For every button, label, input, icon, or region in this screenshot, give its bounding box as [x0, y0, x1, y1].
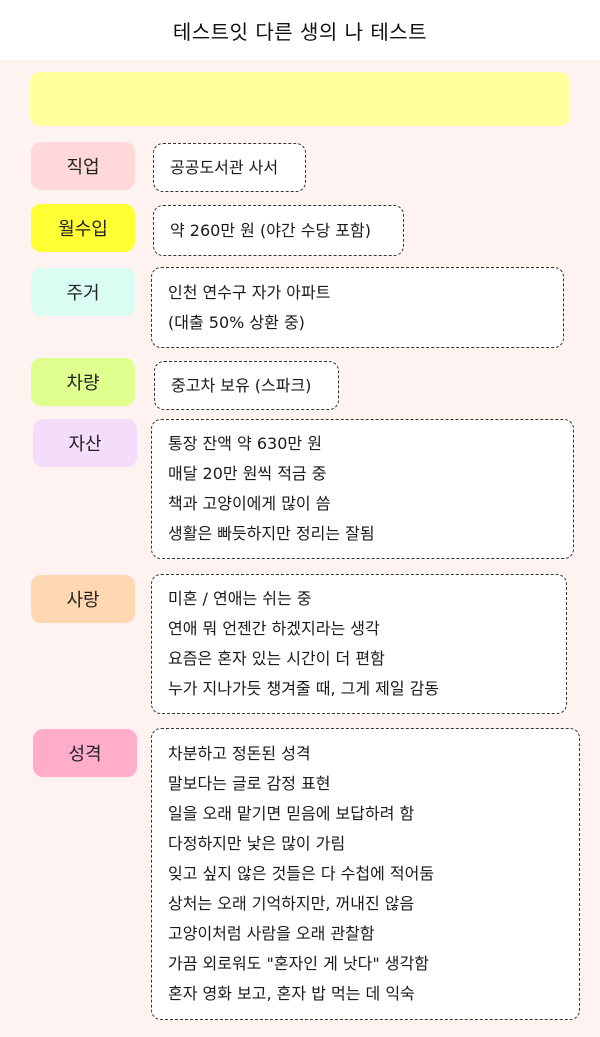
love-line-4: 누가 지나가듯 챙겨줄 때, 그게 제일 감동 [168, 679, 440, 698]
love-line-1: 미혼 / 연애는 쉬는 중 [168, 589, 312, 608]
assets-line-4: 생활은 빠듯하지만 정리는 잘됨 [168, 524, 375, 543]
personality-line-2: 말보다는 글로 감정 표현 [168, 774, 331, 793]
label-personality: 성격 [33, 729, 137, 777]
vehicle-line: 중고차 보유 (스파크) [171, 375, 312, 395]
assets-line-2: 매달 20만 원씩 적금 중 [168, 464, 327, 483]
value-box-housing: 인천 연수구 자가 아파트 (대출 50% 상환 중) [151, 267, 564, 348]
personality-line-6: 상처는 오래 기억하지만, 꺼내진 않음 [168, 894, 415, 913]
personality-line-5: 잊고 싶지 않은 것들은 다 수첩에 적어둠 [168, 864, 435, 883]
assets-line-1: 통장 잔액 약 630만 원 [168, 434, 322, 453]
job-line: 공공도서관 사서 [170, 157, 279, 177]
personality-line-1: 차분하고 정돈된 성격 [168, 744, 311, 763]
label-job: 직업 [31, 142, 135, 190]
personality-line-7: 고양이처럼 사람을 오래 관찰함 [168, 924, 375, 943]
label-vehicle: 차량 [31, 358, 135, 406]
housing-line-2: (대출 50% 상환 중) [168, 312, 305, 332]
personality-line-3: 일을 오래 맡기면 믿음에 보답하려 함 [168, 804, 415, 823]
love-line-3: 요즘은 혼자 있는 시간이 더 편함 [168, 649, 385, 668]
page-title: 테스트잇 다른 생의 나 테스트 [172, 19, 428, 44]
value-box-vehicle: 중고차 보유 (스파크) [154, 361, 339, 410]
personality-line-8: 가끔 외로워도 "혼자인 게 낫다" 생각함 [168, 954, 429, 973]
highlight-banner [30, 72, 570, 126]
label-income: 월수입 [31, 204, 135, 252]
result-content: 직업 공공도서관 사서 월수입 약 260만 원 (야간 수당 포함) 주거 인… [0, 60, 600, 1037]
value-box-love: 미혼 / 연애는 쉬는 중 연애 뭐 언젠간 하겠지라는 생각 요즘은 혼자 있… [151, 574, 567, 714]
page-header: 테스트잇 다른 생의 나 테스트 [0, 0, 600, 60]
label-housing: 주거 [31, 268, 135, 316]
value-box-job: 공공도서관 사서 [153, 143, 306, 192]
value-box-assets: 통장 잔액 약 630만 원 매달 20만 원씩 적금 중 책과 고양이에게 많… [151, 419, 574, 559]
love-line-2: 연애 뭐 언젠간 하겠지라는 생각 [168, 619, 380, 638]
personality-line-9: 혼자 영화 보고, 혼자 밥 먹는 데 익숙 [168, 984, 415, 1003]
assets-line-3: 책과 고양이에게 많이 씀 [168, 494, 331, 513]
value-box-income: 약 260만 원 (야간 수당 포함) [153, 205, 404, 256]
value-box-personality: 차분하고 정돈된 성격 말보다는 글로 감정 표현 일을 오래 맡기면 믿음에 … [151, 728, 580, 1020]
personality-line-4: 다정하지만 낯은 많이 가림 [168, 834, 346, 853]
label-assets: 자산 [33, 419, 137, 467]
housing-line-1: 인천 연수구 자가 아파트 [168, 282, 331, 302]
label-love: 사랑 [31, 575, 135, 623]
income-line: 약 260만 원 (야간 수당 포함) [170, 220, 371, 240]
